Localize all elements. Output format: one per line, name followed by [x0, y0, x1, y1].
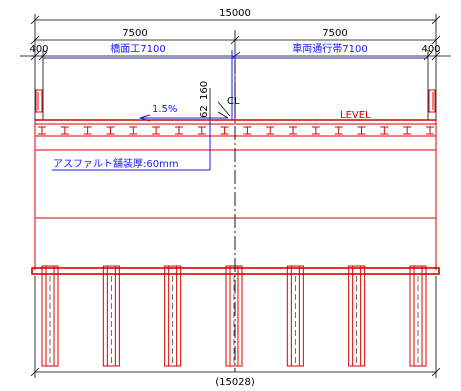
pile [225, 265, 243, 367]
girder-mark [174, 126, 183, 135]
girder-mark [357, 126, 366, 135]
right-barrier [428, 89, 436, 113]
asphalt-annotation: アスファルト舗装厚:60mm [52, 122, 211, 171]
dimension-bottom-label: (15028) [215, 377, 255, 388]
girder-mark [243, 126, 252, 135]
girder-mark [106, 126, 115, 135]
slope-label: 1.5% [152, 104, 177, 115]
dimension-right-half-label: 7500 [322, 28, 347, 39]
pile [348, 265, 366, 367]
pier-body [34, 136, 437, 270]
girder-mark [334, 126, 343, 135]
slope-annotation: 1.5% [139, 104, 228, 122]
left-barrier [35, 89, 43, 113]
deck-girders [38, 126, 434, 135]
pile [286, 265, 304, 367]
height-160-label: 160 [199, 81, 210, 100]
dimension-total: 15000 [30, 8, 441, 120]
girder-mark [266, 126, 275, 135]
girder-mark [152, 126, 161, 135]
pile [102, 265, 120, 367]
girder-mark [311, 126, 320, 135]
girder-mark [83, 126, 92, 135]
girder-mark [129, 126, 138, 135]
bridge-deck-label: 橋面工7100 [110, 42, 165, 55]
height-annotation: 62 160 CL [199, 81, 240, 122]
carriageway-label: 車両通行帯7100 [292, 42, 367, 55]
girder-mark [380, 126, 389, 135]
pile [41, 265, 59, 367]
dimension-left-edge-label: 400 [29, 44, 48, 55]
deck-slab [34, 119, 437, 137]
dimension-bottom: (15028) [30, 276, 441, 388]
girder-mark [220, 126, 229, 135]
centerline-label: CL [227, 96, 240, 107]
girder-mark [403, 126, 412, 135]
dimension-left-half-label: 7500 [122, 28, 147, 39]
dimension-lanes: 400 400 橋面工7100 車両通行帯7100 [20, 42, 451, 120]
girder-mark [289, 126, 298, 135]
piles [41, 265, 427, 367]
dimension-halves: 7500 7500 [30, 28, 441, 120]
girder-mark [38, 126, 46, 135]
girder-mark [426, 126, 434, 135]
asphalt-label: アスファルト舗装厚:60mm [53, 157, 179, 170]
pile [409, 265, 427, 367]
footing [31, 267, 440, 275]
pile [164, 265, 182, 367]
height-62-label: 62 [199, 105, 210, 118]
girder-mark [197, 126, 206, 135]
dimension-right-edge-label: 400 [421, 44, 440, 55]
level-label: LEVEL [340, 110, 371, 121]
dimension-total-label: 15000 [219, 8, 251, 19]
girder-mark [60, 126, 69, 135]
